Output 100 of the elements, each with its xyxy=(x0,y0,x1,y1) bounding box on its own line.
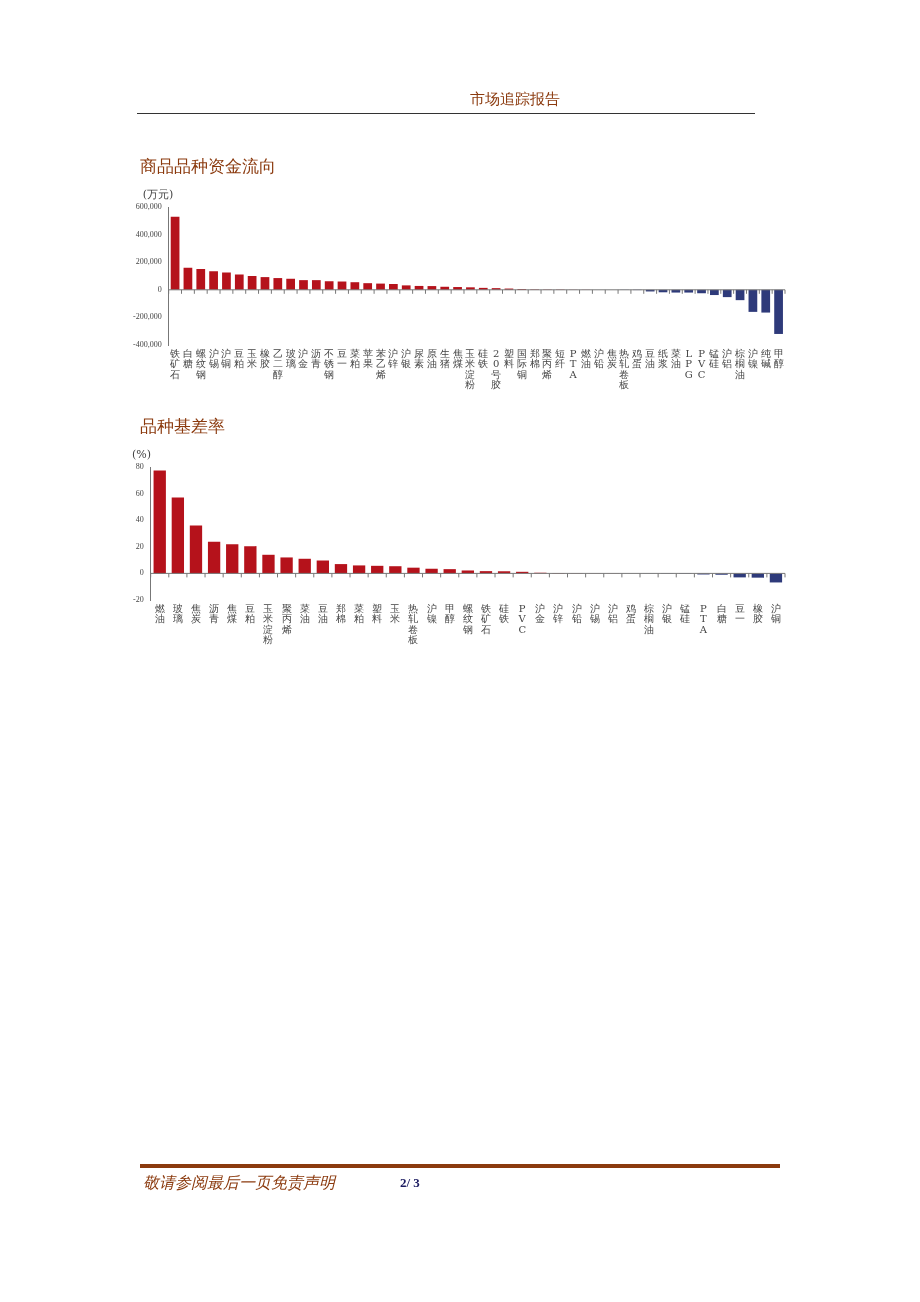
x-tick-label: 尿素 xyxy=(414,347,425,370)
y-tick-label: -400,000 xyxy=(132,340,162,350)
x-tick-label: 菜粕 xyxy=(349,347,360,370)
x-tick-label: 塑料 xyxy=(372,602,383,625)
x-tick-label: 生猪 xyxy=(439,347,450,370)
x-tick-label: 玉米 xyxy=(247,347,258,370)
chart-title: 商品品种资金流向 xyxy=(140,155,276,178)
x-tick-label: 铁矿石 xyxy=(479,602,491,635)
x-tick-label: 热轧卷板 xyxy=(618,347,630,391)
x-tick-label: 沪锌 xyxy=(552,602,564,625)
text: 2/ 3 xyxy=(400,1175,420,1191)
x-tick-label: 豆粕 xyxy=(245,602,256,625)
y-tick-label: 20 xyxy=(135,541,144,551)
x-tick-label: 郑棉 xyxy=(529,347,540,370)
x-tick-label: 白糖 xyxy=(716,602,727,625)
x-tick-label: LPG xyxy=(684,347,693,380)
x-tick-label: 苹果 xyxy=(362,347,373,370)
x-tick-label: 沥青 xyxy=(311,347,322,370)
y-tick-label: 200,000 xyxy=(135,257,162,267)
x-tick-label: 铁矿石 xyxy=(169,347,181,380)
x-tick-label: 沪金 xyxy=(535,602,546,625)
x-tick-label: 玻璃 xyxy=(172,602,183,625)
x-tick-label: 螺纹钢 xyxy=(194,347,206,380)
x-tick-label: 沪铝 xyxy=(721,347,733,370)
x-tick-label: 沪铜 xyxy=(220,347,232,370)
x-tick-label: 沪锡 xyxy=(588,602,600,625)
x-tick-label: 豆粕 xyxy=(234,347,245,370)
x-tick-label: 锰硅 xyxy=(679,602,691,625)
text: 市场追踪报告 xyxy=(470,90,560,109)
y-tick-label: 0 xyxy=(157,284,162,294)
x-tick-label: 纯碱 xyxy=(760,347,771,370)
x-tick-label: 沥青 xyxy=(209,602,220,625)
x-tick-label: 沪铅 xyxy=(592,347,604,370)
x-tick-label: PTA xyxy=(568,347,578,380)
x-tick-label: 纸浆 xyxy=(658,347,669,370)
x-tick-label: 鸡蛋 xyxy=(624,602,636,625)
x-tick-label: 锰硅 xyxy=(708,347,720,370)
x-tick-label: 沪镍 xyxy=(425,602,437,625)
x-tick-label: 沪铝 xyxy=(606,602,618,625)
x-tick-label: 20号胶 xyxy=(491,347,502,391)
x-tick-label: 沪锌 xyxy=(387,347,399,370)
x-tick-label: 焦煤 xyxy=(452,347,463,370)
y-axis-title: (%) xyxy=(132,448,152,462)
x-tick-label: 沪镍 xyxy=(746,347,758,370)
x-tick-label: 玉米淀粉 xyxy=(263,602,274,646)
x-tick-label: 棕榈油 xyxy=(644,602,655,635)
x-tick-label: 原油 xyxy=(426,347,437,370)
x-tick-label: 燃油 xyxy=(154,602,165,625)
x-tick-label: 玉米 xyxy=(390,602,401,625)
x-tick-label: 菜粕 xyxy=(354,602,365,625)
x-tick-label: 乙二醇 xyxy=(272,347,283,380)
text: 敬请参阅最后一页免责声明 xyxy=(143,1173,335,1193)
x-tick-label: 甲醇 xyxy=(773,347,784,370)
x-tick-label: 硅铁 xyxy=(477,347,489,370)
x-tick-label: 白糖 xyxy=(182,347,193,370)
x-tick-label: 沪锡 xyxy=(207,347,219,370)
x-tick-label: 焦煤 xyxy=(227,602,238,625)
x-tick-label: 沪金 xyxy=(298,347,309,370)
x-tick-label: 甲醇 xyxy=(444,602,455,625)
x-tick-label: 苯乙烯 xyxy=(375,347,386,380)
x-tick-label: 焦炭 xyxy=(190,602,201,625)
x-tick-label: 橡胶 xyxy=(752,602,763,625)
x-tick-label: 菜油 xyxy=(670,347,681,370)
x-tick-label: 硅铁 xyxy=(498,602,510,625)
x-tick-label: 聚丙烯 xyxy=(281,602,292,635)
x-tick-label: 螺纹钢 xyxy=(461,602,473,635)
x-tick-label: 沪银 xyxy=(400,347,412,370)
y-tick-label: 60 xyxy=(135,488,144,498)
x-tick-label: 玻璃 xyxy=(285,347,296,370)
x-tick-label: 国际铜 xyxy=(515,347,527,380)
x-tick-label: 聚丙烯 xyxy=(542,347,553,380)
x-tick-label: PVC xyxy=(696,347,706,380)
x-tick-label: 豆一 xyxy=(337,347,348,370)
x-tick-label: 豆油 xyxy=(317,602,328,625)
x-tick-label: 玉米淀粉 xyxy=(465,347,476,391)
y-tick-label: 80 xyxy=(135,462,144,472)
x-tick-label: 沪铜 xyxy=(769,602,781,625)
x-tick-label: 热轧卷板 xyxy=(407,602,419,646)
y-tick-label: -200,000 xyxy=(132,312,162,322)
y-tick-label: 0 xyxy=(139,568,144,578)
x-tick-label: 橡胶 xyxy=(259,347,270,370)
y-tick-label: 400,000 xyxy=(135,229,162,239)
y-tick-label: 600,000 xyxy=(135,202,162,212)
x-tick-label: 郑棉 xyxy=(335,602,346,625)
x-tick-label: 鸡蛋 xyxy=(631,347,643,370)
chart-title: 品种基差率 xyxy=(140,415,225,438)
x-tick-label: 沪银 xyxy=(661,602,673,625)
x-tick-label: 燃油 xyxy=(580,347,591,370)
x-tick-label: 豆油 xyxy=(645,347,656,370)
y-tick-label: 40 xyxy=(135,515,144,525)
x-tick-label: 棕榈油 xyxy=(735,347,746,380)
x-tick-label: PVC xyxy=(517,602,527,635)
x-tick-label: 短纤 xyxy=(555,347,566,370)
x-tick-label: 沪铅 xyxy=(570,602,582,625)
x-tick-label: PTA xyxy=(698,602,708,635)
x-tick-label: 菜油 xyxy=(299,602,310,625)
y-tick-label: -20 xyxy=(132,595,144,605)
x-tick-label: 焦炭 xyxy=(606,347,617,370)
x-tick-label: 塑料 xyxy=(503,347,514,370)
x-tick-label: 不锈钢 xyxy=(323,347,335,380)
